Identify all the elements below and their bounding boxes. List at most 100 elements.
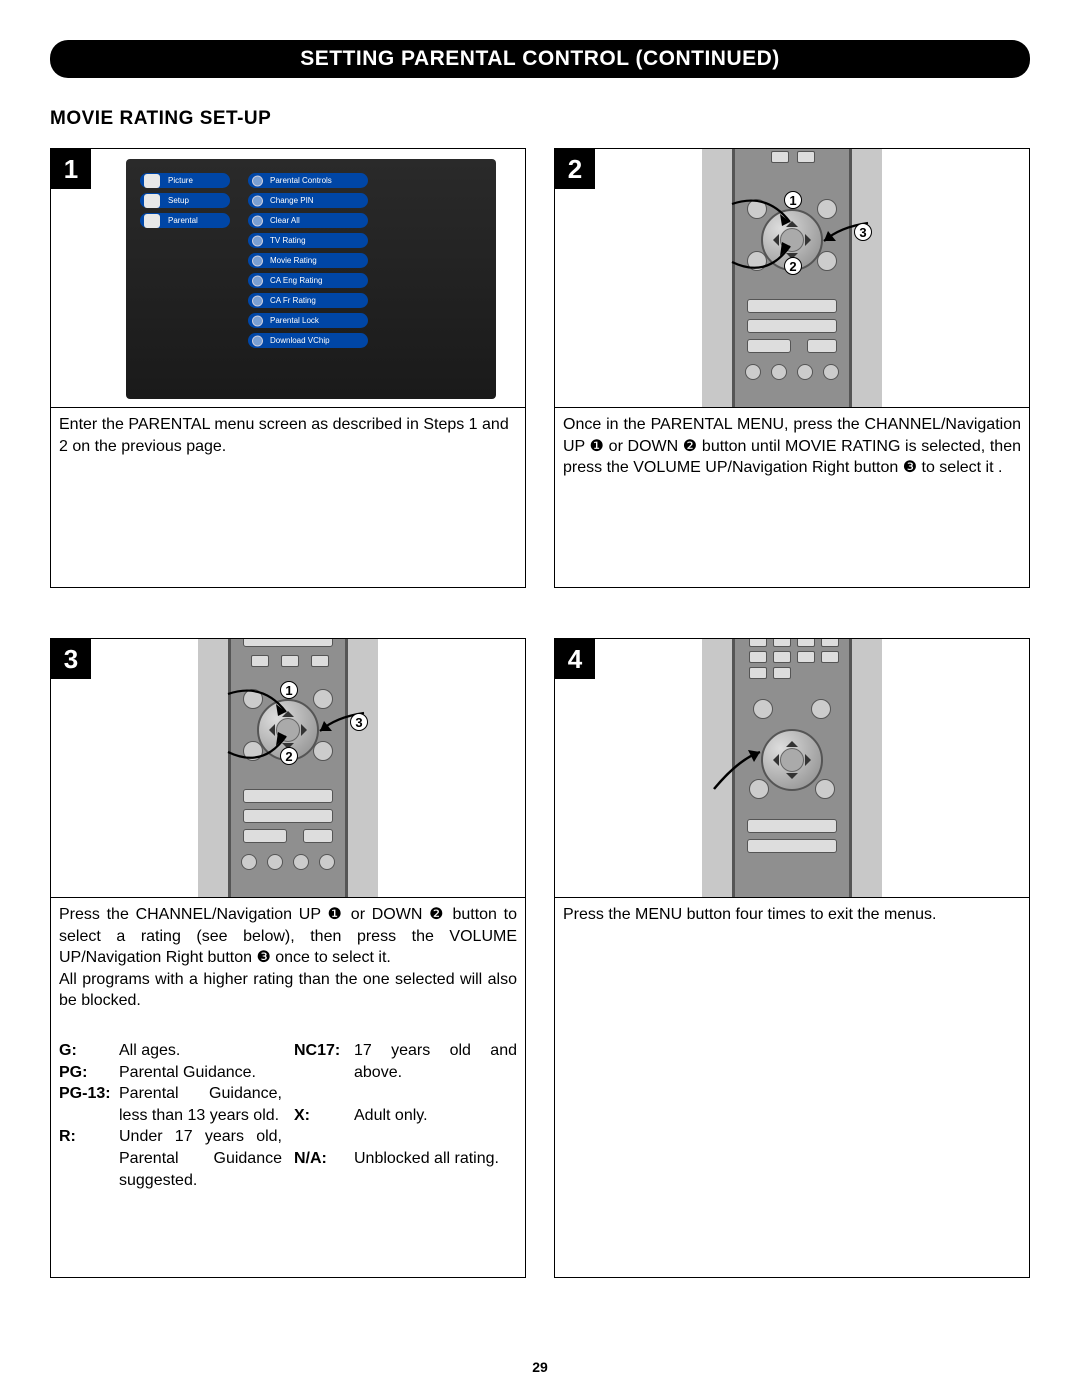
callout-arrow-3 <box>820 217 880 257</box>
submenu-parental-controls: Parental Controls <box>248 173 368 188</box>
submenu-change-pin: Change PIN <box>248 193 368 208</box>
picture-icon <box>144 174 160 188</box>
rating-code: G: <box>59 1040 115 1062</box>
remote-color-btn <box>267 854 283 870</box>
remote-small-btn <box>251 655 269 667</box>
menu-item-setup: Setup <box>140 193 230 208</box>
bullet-icon <box>252 315 263 326</box>
submenu-label: Clear All <box>270 216 300 225</box>
remote-half-btn <box>303 829 333 843</box>
remote-bar-btn <box>243 638 333 647</box>
dpad-right-icon <box>805 234 817 246</box>
submenu-label: Download VChip <box>270 336 330 345</box>
dpad-right-icon <box>301 724 313 736</box>
callout-arrow-menu <box>704 744 774 804</box>
callout-2: 2 <box>784 257 802 275</box>
rating-desc: 17 years old and above. <box>354 1040 517 1105</box>
page-number: 29 <box>0 1359 1080 1375</box>
step-3-caption-2: All programs with a higher rating than t… <box>59 969 517 1012</box>
menu-item-parental: Parental <box>140 213 230 228</box>
rating-desc: Under 17 years old, Parental Guidance su… <box>119 1126 282 1191</box>
menu-label: Parental <box>168 216 198 225</box>
remote-bar-btn <box>747 299 837 313</box>
remote-illustration: 1 2 3 <box>198 639 378 898</box>
remote-num-btn <box>773 667 791 679</box>
submenu-parental-lock: Parental Lock <box>248 313 368 328</box>
rating-code: R: <box>59 1126 115 1191</box>
remote-bar-btn <box>747 819 837 833</box>
step-4-caption: Press the MENU button four times to exit… <box>563 906 937 923</box>
remote-num-btn <box>821 638 839 647</box>
remote-num-btn <box>749 651 767 663</box>
step-1-caption: Enter the PARENTAL menu screen as descri… <box>59 416 509 455</box>
menu-label: Setup <box>168 196 189 205</box>
submenu-ca-eng-rating: CA Eng Rating <box>248 273 368 288</box>
step-4-text: Press the MENU button four times to exit… <box>554 898 1030 1278</box>
bullet-icon <box>252 295 263 306</box>
rating-code: PG-13: <box>59 1083 115 1126</box>
remote-num-btn <box>821 651 839 663</box>
callout-1: 1 <box>784 191 802 209</box>
remote-num-btn <box>749 638 767 647</box>
step-4-number: 4 <box>555 639 595 679</box>
remote-illustration: 1 2 3 <box>702 149 882 408</box>
step-2-number: 2 <box>555 149 595 189</box>
rating-code: PG: <box>59 1062 115 1084</box>
remote-num-btn <box>773 651 791 663</box>
remote-round-btn <box>753 699 773 719</box>
rating-desc: Parental Guidance. <box>119 1062 282 1084</box>
tv-main-menu: Picture Setup Parental <box>140 173 230 233</box>
remote-num-btn <box>773 638 791 647</box>
remote-half-btn <box>747 339 791 353</box>
dpad-up-icon <box>786 735 798 747</box>
step-1-number: 1 <box>51 149 91 189</box>
dpad-down-icon <box>786 773 798 785</box>
callout-3: 3 <box>854 223 872 241</box>
menu-item-picture: Picture <box>140 173 230 188</box>
step-3-figure: 3 <box>50 638 526 898</box>
step-3-number: 3 <box>51 639 91 679</box>
submenu-label: Parental Lock <box>270 316 319 325</box>
remote-color-btn <box>771 364 787 380</box>
setup-icon <box>144 194 160 208</box>
step-3: 3 <box>50 638 526 1278</box>
ratings-left-col: G:All ages. PG:Parental Guidance. PG-13:… <box>59 1040 282 1191</box>
step-2-figure: 2 <box>554 148 1030 408</box>
parental-icon <box>144 214 160 228</box>
submenu-clear-all: Clear All <box>248 213 368 228</box>
step-4-figure: 4 <box>554 638 1030 898</box>
remote-bar-btn <box>747 839 837 853</box>
step-1-text: Enter the PARENTAL menu screen as descri… <box>50 408 526 588</box>
remote-color-btn <box>241 854 257 870</box>
submenu-label: CA Fr Rating <box>270 296 316 305</box>
remote-illustration <box>702 639 882 898</box>
callout-3: 3 <box>350 713 368 731</box>
remote-small-btn <box>311 655 329 667</box>
rating-desc: All ages. <box>119 1040 282 1062</box>
callout-2: 2 <box>280 747 298 765</box>
bullet-icon <box>252 275 263 286</box>
bullet-icon <box>252 235 263 246</box>
step-1-figure: 1 Picture Setup Parental Parental Contro… <box>50 148 526 408</box>
remote-num-btn <box>797 651 815 663</box>
submenu-ca-fr-rating: CA Fr Rating <box>248 293 368 308</box>
remote-bar-btn <box>243 809 333 823</box>
tv-menu-screenshot: Picture Setup Parental Parental Controls… <box>126 159 496 399</box>
remote-color-btn <box>745 364 761 380</box>
rating-desc: Unblocked all rating. <box>354 1148 517 1191</box>
rating-code: N/A: <box>294 1148 350 1191</box>
submenu-label: TV Rating <box>270 236 306 245</box>
step-4: 4 <box>554 638 1030 1278</box>
rating-desc: Adult only. <box>354 1105 517 1148</box>
submenu-label: Movie Rating <box>270 256 317 265</box>
section-title: MOVIE RATING SET-UP <box>50 108 1030 130</box>
bullet-icon <box>252 335 263 346</box>
remote-color-btn <box>823 364 839 380</box>
step-1: 1 Picture Setup Parental Parental Contro… <box>50 148 526 588</box>
callout-1: 1 <box>280 681 298 699</box>
remote-color-btn <box>797 364 813 380</box>
remote-bar-btn <box>747 319 837 333</box>
bullet-icon <box>252 255 263 266</box>
steps-grid: 1 Picture Setup Parental Parental Contro… <box>50 148 1030 1278</box>
bullet-icon <box>252 215 263 226</box>
